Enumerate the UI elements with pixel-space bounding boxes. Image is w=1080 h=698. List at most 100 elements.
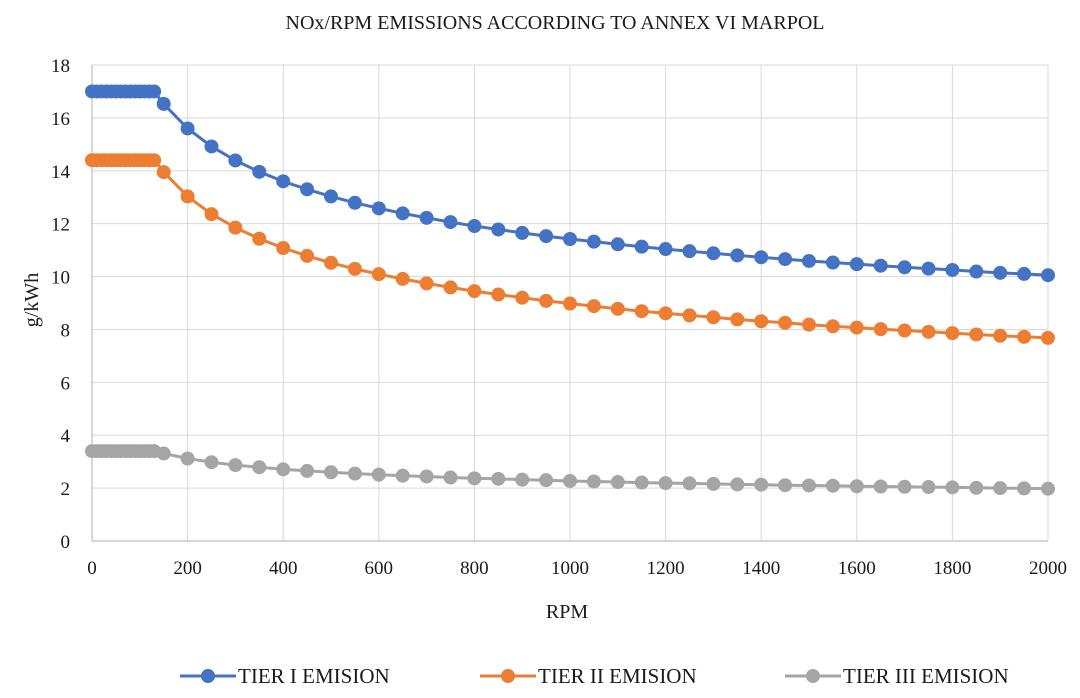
data-point: [586, 299, 601, 314]
data-point: [993, 265, 1008, 280]
data-point: [491, 222, 506, 237]
data-point: [802, 478, 816, 493]
data-point: [491, 471, 506, 486]
data-point: [586, 234, 601, 249]
data-point: [515, 290, 530, 305]
data-point: [156, 446, 171, 461]
y-tick-label: 14: [51, 162, 71, 183]
data-point: [634, 304, 649, 319]
data-point: [180, 121, 195, 136]
series-2: [85, 153, 1055, 345]
legend-label: TIER III EMISION: [843, 664, 1009, 688]
data-point: [371, 201, 386, 216]
gridlines: [92, 64, 1049, 541]
data-point: [610, 237, 625, 252]
series-layer: [85, 84, 1055, 496]
data-point: [324, 255, 338, 270]
legend-item: TIER III EMISION: [785, 664, 1009, 688]
data-point: [610, 301, 625, 316]
data-point: [539, 293, 554, 308]
data-point: [252, 460, 267, 475]
data-point: [180, 189, 195, 204]
data-point: [658, 242, 673, 257]
legend-marker: [201, 669, 215, 683]
data-point: [563, 232, 577, 247]
data-point: [730, 477, 745, 492]
data-point: [658, 306, 673, 321]
data-point: [873, 322, 888, 337]
data-point: [539, 473, 554, 488]
data-point: [1041, 330, 1055, 345]
y-tick-label: 6: [61, 373, 71, 394]
data-point: [467, 219, 482, 234]
legend: TIER I EMISION TIER II EMISION TIER III EM…: [180, 664, 1009, 688]
legend-label: TIER II EMISION: [538, 664, 697, 688]
data-point: [921, 324, 936, 339]
data-point: [147, 153, 162, 168]
x-tick-label: 1000: [551, 558, 589, 579]
data-point: [849, 479, 864, 494]
data-point: [419, 210, 434, 225]
data-point: [993, 328, 1008, 343]
chart-title: NOx/RPM EMISSIONS ACCORDING TO ANNEX VI …: [286, 12, 825, 34]
data-point: [873, 258, 888, 273]
data-point: [682, 244, 697, 259]
data-point: [228, 153, 243, 168]
data-point: [204, 455, 219, 470]
data-point: [921, 261, 936, 276]
data-point: [347, 466, 362, 481]
data-point: [706, 476, 721, 491]
y-tick-labels: 0 2 4 6 8 10 12 14 16 18: [51, 56, 71, 553]
y-tick-label: 0: [61, 532, 71, 553]
data-point: [993, 481, 1008, 496]
y-tick-label: 4: [61, 426, 71, 447]
data-point: [276, 240, 291, 255]
y-tick-label: 16: [51, 109, 70, 130]
series-1: [85, 84, 1055, 283]
data-point: [897, 479, 912, 494]
x-tick-label: 1400: [742, 558, 780, 579]
data-point: [969, 327, 984, 342]
data-point: [849, 320, 864, 335]
series-3: [85, 444, 1055, 496]
data-point: [324, 465, 338, 480]
data-point: [969, 480, 984, 495]
data-point: [443, 470, 458, 485]
data-point: [610, 475, 625, 490]
data-point: [802, 253, 816, 268]
data-point: [252, 164, 267, 179]
data-point: [969, 264, 984, 279]
legend-label: TIER I EMISION: [238, 664, 390, 688]
data-point: [897, 260, 912, 275]
y-axis-label: g/kWh: [21, 273, 43, 327]
data-point: [324, 189, 338, 204]
legend-item: TIER II EMISION: [480, 664, 697, 688]
data-point: [276, 462, 291, 477]
data-point: [467, 284, 482, 299]
data-point: [252, 231, 267, 246]
data-point: [658, 476, 673, 491]
data-point: [563, 473, 577, 488]
data-point: [1017, 329, 1032, 344]
data-point: [849, 257, 864, 272]
data-point: [754, 314, 769, 329]
data-point: [491, 287, 506, 302]
data-point: [897, 323, 912, 338]
data-point: [945, 326, 960, 341]
data-point: [563, 296, 577, 311]
data-point: [180, 451, 195, 466]
legend-marker: [806, 669, 820, 683]
data-point: [204, 139, 219, 154]
data-point: [634, 475, 649, 490]
data-point: [228, 458, 243, 473]
data-point: [778, 315, 793, 330]
data-point: [945, 480, 960, 495]
data-point: [802, 317, 816, 332]
data-point: [706, 310, 721, 325]
data-point: [586, 474, 601, 489]
data-point: [347, 261, 362, 276]
data-point: [371, 267, 386, 282]
data-point: [347, 195, 362, 210]
